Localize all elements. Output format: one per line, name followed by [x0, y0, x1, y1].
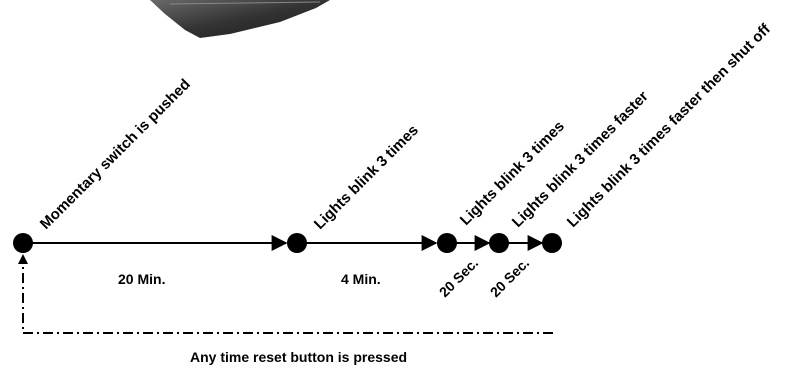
reset-caption: Any time reset button is pressed [190, 349, 407, 365]
reset-arrowhead [18, 254, 28, 264]
node-blink-1 [287, 233, 307, 253]
node-switch-pushed [13, 233, 33, 253]
step-label-blink-1: Lights blink 3 times [311, 122, 422, 233]
node-blink-faster [489, 233, 509, 253]
node-shut-off [542, 233, 562, 253]
device-image [150, 0, 330, 38]
node-blink-2 [437, 233, 457, 253]
step-label-shut-off: Lights blink 3 times faster then shut of… [564, 20, 775, 231]
reset-path [22, 262, 553, 334]
device-edge [169, 1, 321, 5]
duration-label-3: 20 Sec. [436, 255, 481, 300]
step-label-blink-2: Lights blink 3 times [457, 118, 568, 229]
duration-label-4: 20 Sec. [487, 255, 532, 300]
duration-label-2: 4 Min. [341, 271, 381, 287]
step-label-switch-pushed: Momentary switch is pushed [37, 76, 194, 233]
duration-label-1: 20 Min. [118, 271, 165, 287]
